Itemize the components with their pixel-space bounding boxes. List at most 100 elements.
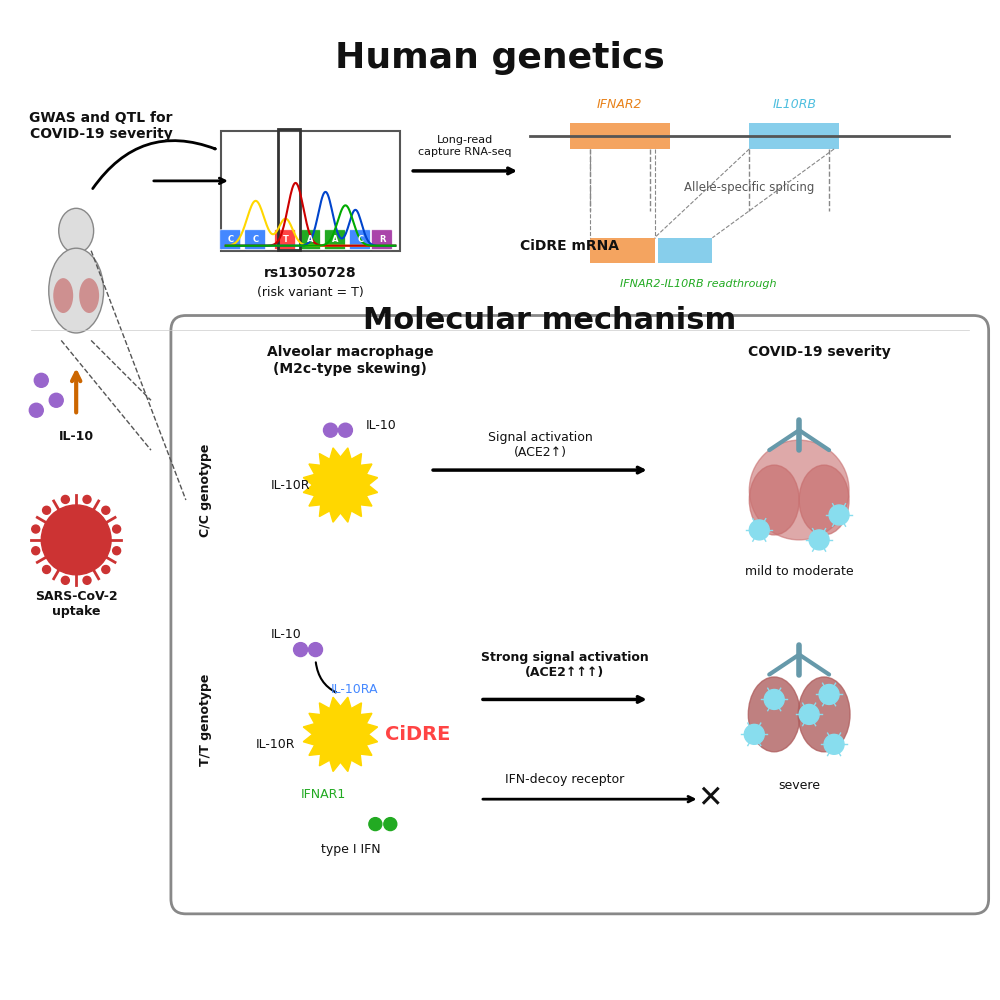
Circle shape — [102, 566, 110, 573]
Polygon shape — [360, 496, 372, 506]
Polygon shape — [309, 713, 321, 724]
Polygon shape — [330, 448, 340, 459]
FancyBboxPatch shape — [324, 230, 345, 250]
FancyBboxPatch shape — [220, 230, 241, 250]
Text: CiDRE mRNA: CiDRE mRNA — [520, 239, 619, 253]
Circle shape — [294, 643, 308, 657]
Circle shape — [764, 689, 784, 709]
Ellipse shape — [748, 677, 800, 752]
Ellipse shape — [53, 278, 73, 313]
Circle shape — [369, 818, 382, 831]
Polygon shape — [319, 505, 330, 517]
Text: Long-read
capture RNA-seq: Long-read capture RNA-seq — [418, 135, 512, 157]
Ellipse shape — [59, 208, 94, 253]
Text: type I IFN: type I IFN — [321, 843, 380, 856]
FancyArrowPatch shape — [93, 141, 215, 189]
Text: IL-10RA: IL-10RA — [330, 683, 378, 696]
Circle shape — [61, 495, 69, 503]
Polygon shape — [303, 485, 315, 496]
Polygon shape — [360, 713, 372, 724]
Circle shape — [43, 506, 51, 514]
Polygon shape — [330, 511, 340, 522]
FancyBboxPatch shape — [275, 230, 296, 250]
Bar — [570, 123, 670, 149]
Text: Signal activation
(ACE2↑): Signal activation (ACE2↑) — [488, 431, 592, 459]
Text: GWAS and QTL for
COVID-19 severity: GWAS and QTL for COVID-19 severity — [29, 111, 173, 141]
Polygon shape — [303, 474, 315, 485]
FancyBboxPatch shape — [349, 230, 370, 250]
Circle shape — [824, 734, 844, 754]
Circle shape — [61, 576, 69, 584]
Ellipse shape — [749, 465, 799, 535]
Circle shape — [323, 423, 337, 437]
Circle shape — [29, 403, 43, 417]
Text: ✕: ✕ — [697, 785, 722, 814]
Polygon shape — [330, 760, 340, 772]
Polygon shape — [360, 464, 372, 474]
FancyBboxPatch shape — [371, 230, 392, 250]
Text: T: T — [283, 235, 289, 244]
Text: R: R — [379, 235, 386, 244]
Text: Human genetics: Human genetics — [335, 41, 665, 75]
Text: CiDRE: CiDRE — [385, 725, 451, 744]
Circle shape — [799, 704, 819, 724]
Text: SARS-CoV-2
uptake: SARS-CoV-2 uptake — [35, 590, 117, 618]
Text: Allele-specific splicing: Allele-specific splicing — [684, 181, 814, 194]
Circle shape — [83, 576, 91, 584]
FancyBboxPatch shape — [300, 230, 321, 250]
Text: IFNAR2-IL10RB readthrough: IFNAR2-IL10RB readthrough — [620, 279, 776, 289]
Text: IFNAR1: IFNAR1 — [301, 788, 346, 801]
Circle shape — [313, 706, 368, 762]
Text: T/T genotype: T/T genotype — [199, 673, 212, 766]
Text: Alveolar macrophage
(M2c-type skewing): Alveolar macrophage (M2c-type skewing) — [267, 345, 434, 376]
Polygon shape — [330, 697, 340, 709]
Circle shape — [113, 525, 121, 533]
Bar — [590, 238, 655, 263]
Ellipse shape — [79, 278, 99, 313]
Polygon shape — [319, 454, 330, 465]
Polygon shape — [351, 454, 361, 465]
Polygon shape — [366, 485, 378, 496]
Circle shape — [34, 373, 48, 387]
Polygon shape — [351, 703, 361, 715]
Circle shape — [749, 520, 769, 540]
Text: C: C — [228, 235, 234, 244]
Circle shape — [829, 505, 849, 525]
Circle shape — [809, 530, 829, 550]
Text: C: C — [357, 235, 363, 244]
Polygon shape — [309, 496, 321, 506]
Circle shape — [49, 393, 63, 407]
Text: IL10RB: IL10RB — [772, 98, 816, 111]
Polygon shape — [340, 511, 351, 522]
FancyBboxPatch shape — [221, 131, 400, 251]
Polygon shape — [360, 745, 372, 755]
Text: IL-10: IL-10 — [271, 628, 301, 641]
Text: IL-10R: IL-10R — [271, 479, 310, 492]
Polygon shape — [303, 734, 315, 745]
Polygon shape — [319, 754, 330, 766]
Circle shape — [43, 566, 51, 573]
Polygon shape — [340, 448, 351, 459]
Text: IL-10: IL-10 — [59, 430, 94, 443]
Text: A: A — [332, 235, 339, 244]
Circle shape — [32, 547, 40, 555]
Circle shape — [819, 684, 839, 704]
Polygon shape — [351, 754, 361, 766]
FancyBboxPatch shape — [171, 316, 989, 914]
Polygon shape — [309, 745, 321, 755]
Polygon shape — [366, 734, 378, 745]
Polygon shape — [340, 760, 351, 772]
Circle shape — [32, 525, 40, 533]
Bar — [658, 238, 712, 263]
Polygon shape — [351, 505, 361, 517]
Bar — [749, 123, 839, 149]
Text: COVID-19 severity: COVID-19 severity — [748, 345, 890, 359]
Text: C: C — [253, 235, 259, 244]
FancyBboxPatch shape — [245, 230, 266, 250]
Circle shape — [83, 495, 91, 503]
Ellipse shape — [798, 677, 850, 752]
Text: C/C genotype: C/C genotype — [199, 443, 212, 537]
Polygon shape — [366, 724, 378, 734]
Polygon shape — [319, 703, 330, 715]
Circle shape — [313, 457, 368, 513]
